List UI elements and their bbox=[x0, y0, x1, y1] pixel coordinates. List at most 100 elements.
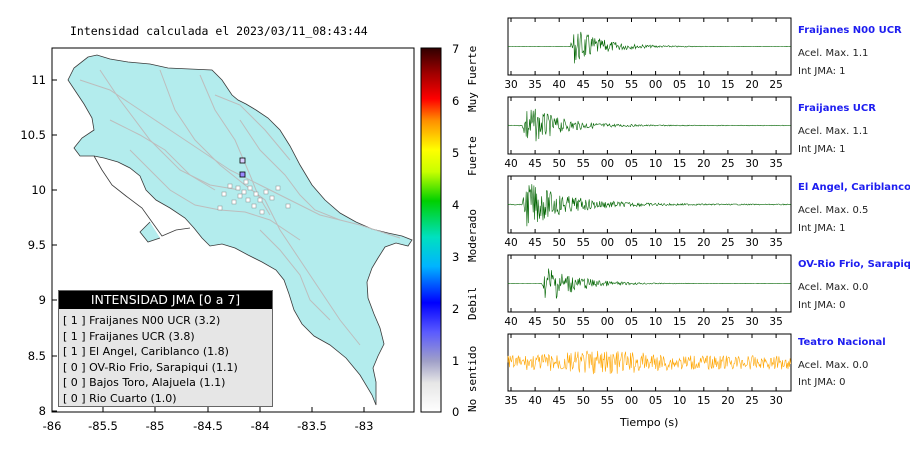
time-tick-label: 05 bbox=[673, 79, 686, 91]
time-tick-label: 10 bbox=[673, 395, 686, 407]
time-tick-label: 35 bbox=[769, 237, 782, 249]
map-xtick: -84 bbox=[250, 419, 270, 433]
time-tick-label: 20 bbox=[721, 395, 734, 407]
map-xtick: -85.5 bbox=[88, 419, 118, 433]
map-xtick: -86 bbox=[42, 419, 62, 433]
seismogram-trace bbox=[507, 268, 791, 299]
time-tick-label: 00 bbox=[601, 158, 614, 170]
time-tick-label: 35 bbox=[528, 79, 541, 91]
station-accel: Acel. Max. 1.1 bbox=[798, 126, 869, 137]
time-tick-label: 40 bbox=[553, 79, 566, 91]
seismogram-trace bbox=[507, 184, 791, 227]
legend-item: [ 1 ] Fraijanes UCR (3.8) bbox=[63, 329, 195, 343]
time-tick-label: 35 bbox=[769, 316, 782, 328]
map-xtick: -83 bbox=[354, 419, 374, 433]
colorbar-tick: 0 bbox=[452, 405, 460, 419]
time-tick-label: 15 bbox=[673, 158, 686, 170]
map-title: Intensidad calculada el 2023/03/11_08:43… bbox=[70, 24, 368, 38]
colorbar-tick: 6 bbox=[452, 94, 460, 108]
time-tick-label: 00 bbox=[601, 316, 614, 328]
colorbar-label: Moderado bbox=[466, 209, 479, 262]
colorbar-label: Debil bbox=[466, 286, 479, 320]
time-tick-label: 50 bbox=[553, 237, 566, 249]
time-tick-label: 30 bbox=[769, 395, 782, 407]
time-tick-label: 30 bbox=[745, 316, 758, 328]
time-tick-label: 10 bbox=[649, 316, 662, 328]
colorbar-tick: 7 bbox=[452, 42, 460, 56]
station-jma: Int JMA: 1 bbox=[798, 66, 846, 77]
time-tick-label: 35 bbox=[504, 395, 517, 407]
map-ytick: 9 bbox=[38, 293, 46, 307]
time-tick-label: 50 bbox=[553, 158, 566, 170]
time-tick-label: 15 bbox=[673, 316, 686, 328]
map-ytick: 10.5 bbox=[20, 128, 46, 142]
time-tick-label: 40 bbox=[504, 158, 517, 170]
legend-item: [ 1 ] Fraijanes N00 UCR (3.2) bbox=[63, 314, 221, 327]
station-points bbox=[217, 179, 291, 215]
intensity-colorbar bbox=[420, 47, 442, 413]
time-tick-label: 00 bbox=[649, 79, 662, 91]
station-jma: Int JMA: 1 bbox=[798, 223, 846, 234]
seismogram-panels: 30 35 40 45 50 55 00 05 10 15 20 25 40 45 50 55 00 05 10 15… bbox=[504, 17, 792, 407]
colorbar-label: Fuerte bbox=[466, 136, 479, 176]
time-tick-label: 20 bbox=[697, 316, 710, 328]
time-tick-label: 25 bbox=[721, 237, 734, 249]
time-axis-title: Tiempo (s) bbox=[620, 416, 679, 429]
time-tick-label: 05 bbox=[625, 316, 638, 328]
time-tick-label: 20 bbox=[745, 79, 758, 91]
colorbar-label: No sentido bbox=[466, 345, 479, 412]
time-tick-label: 50 bbox=[601, 79, 614, 91]
seismogram-trace bbox=[507, 350, 792, 375]
time-tick-label: 45 bbox=[528, 237, 541, 249]
legend-header: INTENSIDAD JMA [0 a 7] bbox=[59, 291, 272, 309]
map-xtick: -84.5 bbox=[193, 419, 223, 433]
costa-rica-land bbox=[67, 54, 413, 406]
seismogram-frame bbox=[507, 333, 792, 392]
time-tick-label: 55 bbox=[625, 79, 638, 91]
map-xtick: -83.5 bbox=[297, 419, 327, 433]
station-jma: Int JMA: 1 bbox=[798, 144, 846, 155]
station-marker-cariblanco bbox=[239, 171, 246, 178]
time-tick-label: 25 bbox=[769, 79, 782, 91]
colorbar-tick: 3 bbox=[452, 250, 460, 264]
station-jma: Int JMA: 0 bbox=[798, 300, 846, 311]
time-tick-label: 05 bbox=[625, 158, 638, 170]
time-tick-label: 40 bbox=[504, 237, 517, 249]
colorbar-label: Muy Fuerte bbox=[466, 45, 479, 112]
map-ytick: 8 bbox=[38, 404, 46, 418]
time-tick-label: 15 bbox=[697, 395, 710, 407]
station-name: Fraijanes N00 UCR bbox=[798, 25, 902, 36]
colorbar-tick: 2 bbox=[452, 302, 460, 316]
map-axis-ticks bbox=[51, 79, 365, 412]
map-ytick: 11 bbox=[31, 73, 46, 87]
time-tick-label: 15 bbox=[673, 237, 686, 249]
time-tick-label: 30 bbox=[504, 79, 517, 91]
time-tick-label: 45 bbox=[553, 395, 566, 407]
time-tick-label: 15 bbox=[721, 79, 734, 91]
station-accel: Acel. Max. 0.5 bbox=[798, 205, 869, 216]
time-tick-label: 40 bbox=[528, 395, 541, 407]
time-tick-label: 55 bbox=[577, 316, 590, 328]
time-tick-label: 45 bbox=[528, 316, 541, 328]
time-tick-label: 40 bbox=[504, 316, 517, 328]
colorbar-tick: 1 bbox=[452, 354, 460, 368]
legend-item: [ 0 ] Bajos Toro, Alajuela (1.1) bbox=[63, 376, 226, 389]
legend-item: [ 0 ] Rio Cuarto (1.0) bbox=[63, 391, 177, 405]
time-tick-label: 30 bbox=[745, 158, 758, 170]
legend-item: [ 0 ] OV-Rio Frio, Sarapiqui (1.1) bbox=[63, 360, 238, 374]
time-tick-label: 20 bbox=[697, 158, 710, 170]
time-tick-label: 45 bbox=[528, 158, 541, 170]
time-tick-label: 25 bbox=[745, 395, 758, 407]
station-name: Teatro Nacional bbox=[798, 337, 886, 348]
time-tick-label: 05 bbox=[625, 237, 638, 249]
colorbar-tick: 5 bbox=[452, 146, 460, 160]
map-xtick: -85 bbox=[145, 419, 165, 433]
map-ytick: 8.5 bbox=[27, 349, 46, 363]
seismogram-trace bbox=[507, 108, 791, 142]
map-ytick: 10 bbox=[31, 183, 46, 197]
time-tick-label: 35 bbox=[769, 158, 782, 170]
time-tick-label: 10 bbox=[697, 79, 710, 91]
road-network bbox=[79, 69, 401, 346]
station-accel: Acel. Max. 1.1 bbox=[798, 48, 869, 59]
map-ytick: 9.5 bbox=[27, 238, 46, 252]
